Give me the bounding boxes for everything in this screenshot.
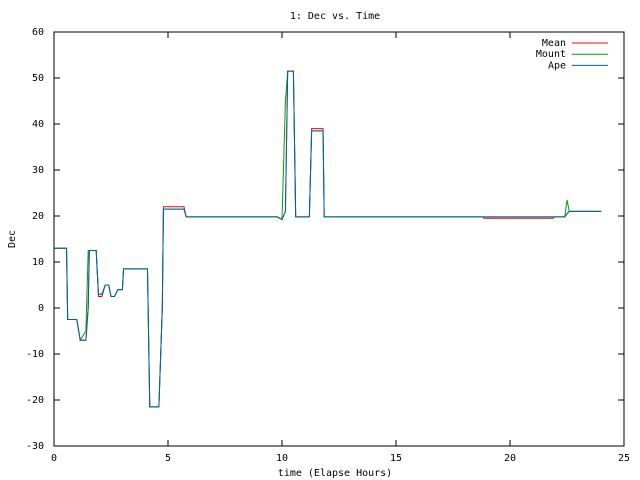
- y-axis-label: Dec: [7, 230, 18, 248]
- x-tick-label: 0: [51, 453, 57, 464]
- x-tick-label: 25: [618, 453, 630, 464]
- legend-label: Mount: [536, 49, 566, 60]
- x-tick-label: 10: [276, 453, 288, 464]
- x-tick-label: 15: [390, 453, 402, 464]
- legend-label: Mean: [542, 38, 566, 49]
- y-tick-label: 60: [32, 27, 44, 38]
- legend-label: Ape: [548, 60, 566, 71]
- x-tick-label: 20: [504, 453, 516, 464]
- y-tick-label: 10: [32, 257, 44, 268]
- y-tick-label: 30: [32, 165, 44, 176]
- y-tick-label: -20: [26, 395, 44, 406]
- plot-frame: [53, 31, 625, 447]
- y-tick-label: 50: [32, 73, 44, 84]
- y-tick-label: 40: [32, 119, 44, 130]
- x-axis-label: time (Elapse Hours): [278, 468, 392, 479]
- y-tick-label: 20: [32, 211, 44, 222]
- y-tick-label: 0: [38, 303, 44, 314]
- x-tick-label: 5: [165, 453, 171, 464]
- y-tick-label: -30: [26, 441, 44, 452]
- data-line: [54, 70, 602, 408]
- chart-title: 1: Dec vs. Time: [290, 11, 380, 22]
- y-tick-label: -10: [26, 349, 44, 360]
